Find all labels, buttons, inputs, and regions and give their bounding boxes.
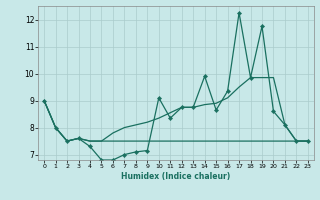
X-axis label: Humidex (Indice chaleur): Humidex (Indice chaleur)	[121, 172, 231, 181]
